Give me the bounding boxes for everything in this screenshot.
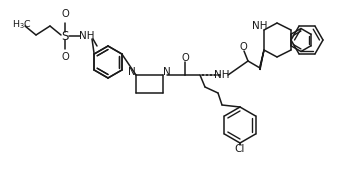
Text: N: N xyxy=(163,67,171,77)
Text: NH: NH xyxy=(79,31,95,41)
Text: S: S xyxy=(61,30,69,42)
Text: NH: NH xyxy=(252,21,268,31)
Text: O: O xyxy=(61,9,69,19)
Text: H$_3$C: H$_3$C xyxy=(12,19,32,31)
Text: O: O xyxy=(181,53,189,63)
Polygon shape xyxy=(260,50,264,70)
Text: Cl: Cl xyxy=(235,144,245,154)
Text: NH: NH xyxy=(214,70,230,80)
Text: N: N xyxy=(128,67,136,77)
Text: O: O xyxy=(61,52,69,62)
Text: O: O xyxy=(239,42,247,52)
